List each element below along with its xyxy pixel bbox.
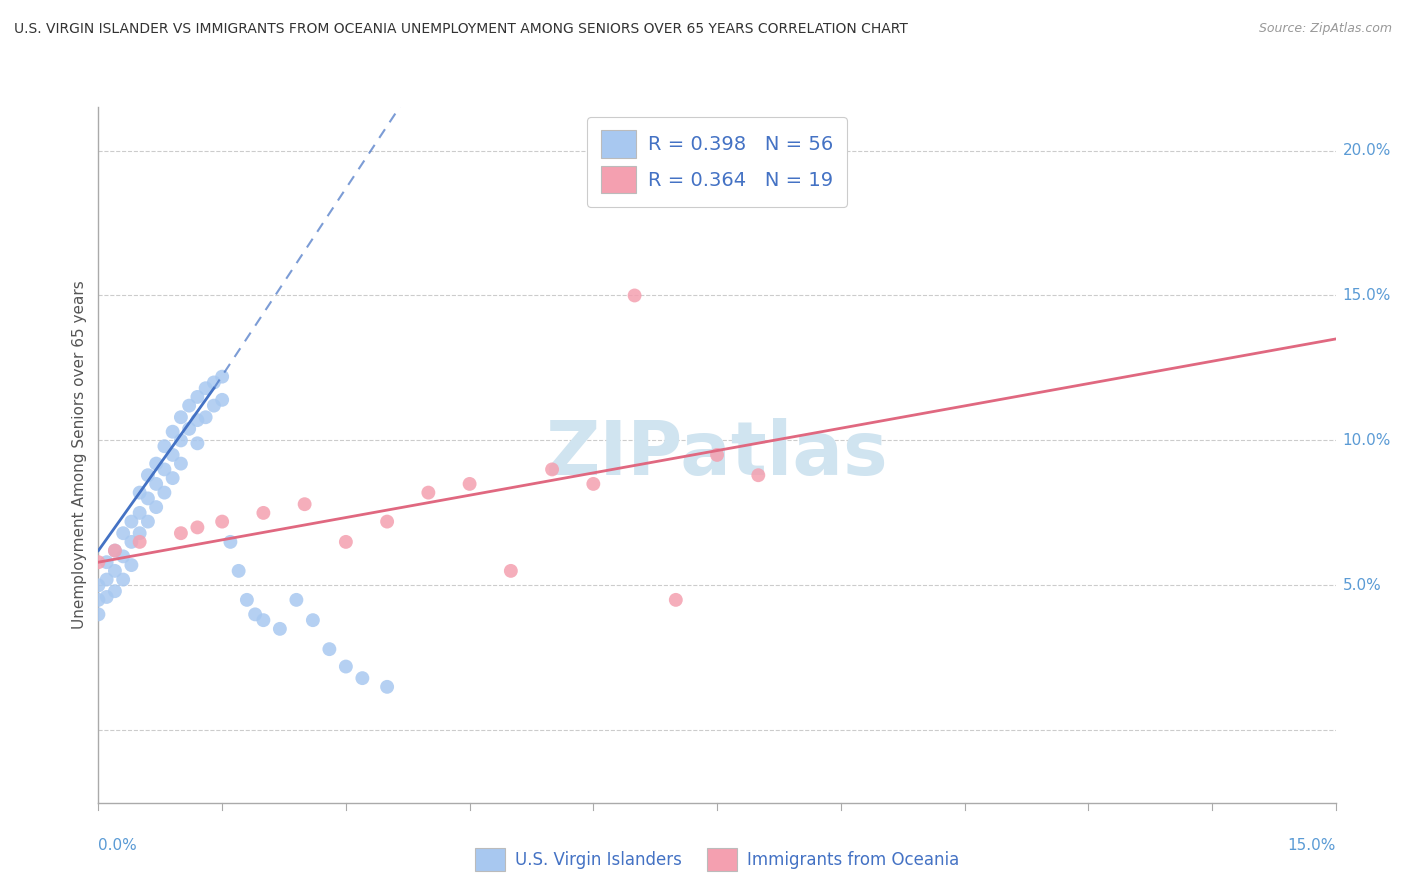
Point [153, 439, 176, 453]
Point [179, 422, 201, 436]
Point [112, 573, 135, 587]
Point [211, 392, 233, 407]
Point [120, 515, 142, 529]
Point [318, 642, 340, 657]
Text: 0.0%: 0.0% [98, 838, 138, 854]
Point [104, 564, 127, 578]
Point [582, 476, 605, 491]
Point [87, 592, 110, 607]
Point [104, 543, 127, 558]
Point [186, 436, 208, 450]
Point [541, 462, 564, 476]
Point [128, 485, 150, 500]
Text: 15.0%: 15.0% [1343, 288, 1391, 303]
Point [87, 607, 110, 622]
Point [145, 457, 167, 471]
Point [747, 468, 769, 483]
Point [236, 592, 259, 607]
Point [194, 381, 217, 395]
Point [219, 534, 242, 549]
Point [458, 476, 481, 491]
Point [136, 491, 159, 506]
Y-axis label: Unemployment Among Seniors over 65 years: Unemployment Among Seniors over 65 years [72, 281, 87, 629]
Point [252, 613, 274, 627]
Point [128, 506, 150, 520]
Point [202, 399, 225, 413]
Text: 10.0%: 10.0% [1343, 433, 1391, 448]
Point [375, 680, 398, 694]
Point [375, 515, 398, 529]
Point [202, 376, 225, 390]
Point [87, 578, 110, 592]
Point [499, 564, 522, 578]
Point [211, 515, 233, 529]
Point [96, 573, 118, 587]
Legend: U.S. Virgin Islanders, Immigrants from Oceania: U.S. Virgin Islanders, Immigrants from O… [468, 841, 966, 878]
Point [170, 526, 193, 541]
Point [179, 399, 201, 413]
Point [352, 671, 374, 685]
Point [170, 457, 193, 471]
Point [162, 425, 184, 439]
Point [252, 506, 274, 520]
Point [112, 549, 135, 564]
Point [136, 515, 159, 529]
Point [145, 476, 167, 491]
Point [186, 520, 208, 534]
Text: Source: ZipAtlas.com: Source: ZipAtlas.com [1258, 22, 1392, 36]
Point [104, 584, 127, 599]
Point [335, 534, 357, 549]
Point [128, 534, 150, 549]
Point [302, 613, 325, 627]
Point [269, 622, 291, 636]
Point [96, 590, 118, 604]
Point [145, 500, 167, 514]
Point [194, 410, 217, 425]
Point [136, 468, 159, 483]
Point [623, 288, 645, 302]
Point [153, 485, 176, 500]
Point [170, 410, 193, 425]
Point [294, 497, 316, 511]
Point [665, 592, 688, 607]
Point [418, 485, 440, 500]
Point [228, 564, 250, 578]
Point [96, 555, 118, 569]
Point [153, 462, 176, 476]
Point [285, 592, 308, 607]
Point [87, 555, 110, 569]
Point [128, 526, 150, 541]
Text: ZIPatlas: ZIPatlas [546, 418, 889, 491]
Point [706, 448, 728, 462]
Text: 5.0%: 5.0% [1343, 578, 1382, 593]
Point [162, 471, 184, 485]
Point [211, 369, 233, 384]
Point [120, 534, 142, 549]
Point [104, 543, 127, 558]
Point [243, 607, 266, 622]
Text: 15.0%: 15.0% [1288, 838, 1336, 854]
Point [112, 526, 135, 541]
Point [162, 448, 184, 462]
Point [120, 558, 142, 573]
Point [186, 390, 208, 404]
Text: 20.0%: 20.0% [1343, 143, 1391, 158]
Point [170, 434, 193, 448]
Point [335, 659, 357, 673]
Text: U.S. VIRGIN ISLANDER VS IMMIGRANTS FROM OCEANIA UNEMPLOYMENT AMONG SENIORS OVER : U.S. VIRGIN ISLANDER VS IMMIGRANTS FROM … [14, 22, 908, 37]
Point [186, 413, 208, 427]
